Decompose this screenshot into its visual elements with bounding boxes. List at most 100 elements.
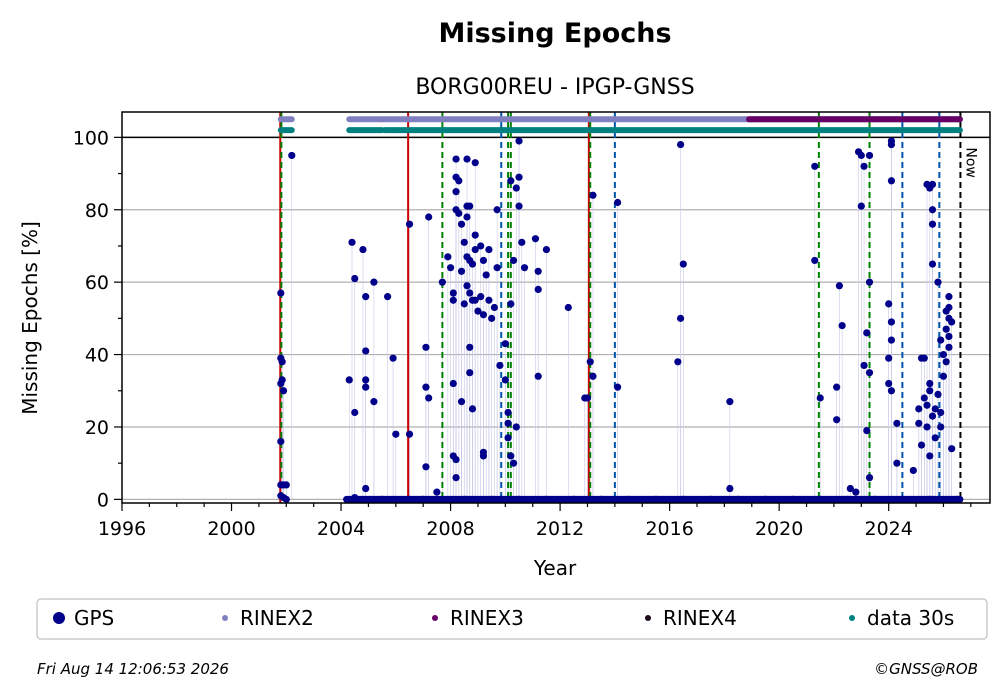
gps-point (923, 401, 931, 409)
gps-point (887, 140, 896, 149)
y-tick-label: 80 (85, 200, 109, 222)
gps-point (589, 372, 597, 380)
gps-point (460, 495, 468, 503)
gps-point (471, 296, 479, 304)
gps-point (457, 220, 466, 228)
gps-point (501, 340, 509, 348)
gps-point (504, 408, 512, 417)
gps-point (452, 155, 460, 163)
gps-point (466, 343, 474, 351)
gps-point (471, 245, 479, 254)
plot-area: Now 1996 2000 2004 2008 2012 2016 2020 2024 0 20 40… (73, 111, 991, 540)
gps-point (479, 452, 488, 460)
gps-point (468, 405, 477, 413)
gps-point (942, 358, 950, 366)
gps-point (345, 376, 353, 384)
gps-point (844, 495, 852, 503)
gps-point (509, 459, 518, 467)
gps-point (928, 412, 937, 420)
gps-point (449, 289, 457, 297)
gps-point (490, 303, 498, 312)
gps-point (857, 202, 865, 210)
legend-label: data 30s (867, 606, 954, 630)
gps-point (860, 361, 868, 370)
legend-marker (432, 615, 438, 621)
gps-point (931, 405, 939, 413)
legend-marker (53, 612, 65, 624)
gps-point (865, 474, 874, 482)
gps-point (865, 151, 874, 160)
gps-point (945, 303, 953, 312)
gps-point (493, 264, 501, 272)
gps-point (871, 495, 879, 503)
gps-point (676, 314, 685, 322)
gps-point (485, 296, 493, 304)
gps-point (583, 394, 592, 402)
legend-label: RINEX2 (240, 606, 314, 630)
gps-point (463, 282, 471, 290)
x-tick-label: 2008 (426, 518, 474, 540)
legend-marker (222, 615, 228, 621)
gps-point (466, 289, 474, 297)
gps-point (937, 423, 945, 431)
gps-point (534, 372, 542, 380)
legend-marker (645, 615, 651, 621)
gps-point (460, 300, 468, 308)
gps-point (789, 495, 797, 503)
gps-point (679, 495, 687, 503)
gps-point (405, 495, 414, 503)
gps-point (479, 256, 488, 265)
gps-point (405, 220, 414, 228)
gps-point (928, 180, 937, 189)
gps-point (482, 271, 490, 279)
gps-point (452, 474, 460, 482)
gps-point (488, 495, 496, 503)
gps-point (887, 177, 896, 185)
gps-point (928, 260, 937, 268)
gps-point (939, 372, 948, 380)
gps-point (359, 245, 367, 254)
gps-point (726, 398, 734, 406)
footer-timestamp: Fri Aug 14 12:06:53 2026 (37, 660, 229, 678)
gps-point (362, 347, 370, 355)
gps-point (887, 336, 896, 344)
gps-point (838, 322, 846, 330)
gps-point (934, 390, 942, 398)
x-tick-label: 2012 (536, 518, 584, 540)
gps-point (425, 394, 433, 402)
now-label: Now (962, 147, 978, 178)
y-tick-label: 60 (85, 272, 109, 294)
gps-point (477, 242, 485, 250)
gps-point (370, 398, 378, 406)
gps-point (362, 376, 370, 384)
gps-point (496, 361, 504, 370)
gps-point (471, 159, 479, 167)
legend: GPS RINEX2 RINEX3 RINEX4 data 30s (36, 598, 988, 640)
gps-point (277, 379, 285, 388)
gps-point (893, 419, 901, 427)
gps-point (507, 177, 515, 185)
gps-point (288, 151, 296, 160)
gps-point (926, 495, 934, 503)
gps-point (928, 206, 937, 214)
gps-point (915, 419, 923, 427)
gps-point (449, 379, 457, 388)
x-tick-label: 2000 (207, 518, 255, 540)
gps-point (707, 495, 715, 503)
gps-point (531, 235, 540, 243)
gps-point (909, 466, 917, 475)
gps-point (466, 202, 474, 210)
gps-point (833, 416, 841, 424)
gps-point (920, 394, 928, 402)
gps-point (384, 293, 392, 301)
gps-point (885, 354, 893, 362)
x-tick-label: 2020 (755, 518, 803, 540)
gps-point (512, 423, 520, 431)
gps-point (652, 495, 660, 503)
legend-label: RINEX3 (450, 606, 524, 630)
gps-point (468, 260, 477, 268)
gps-point (614, 383, 622, 391)
legend-marker (849, 615, 855, 621)
gps-point (939, 350, 948, 359)
